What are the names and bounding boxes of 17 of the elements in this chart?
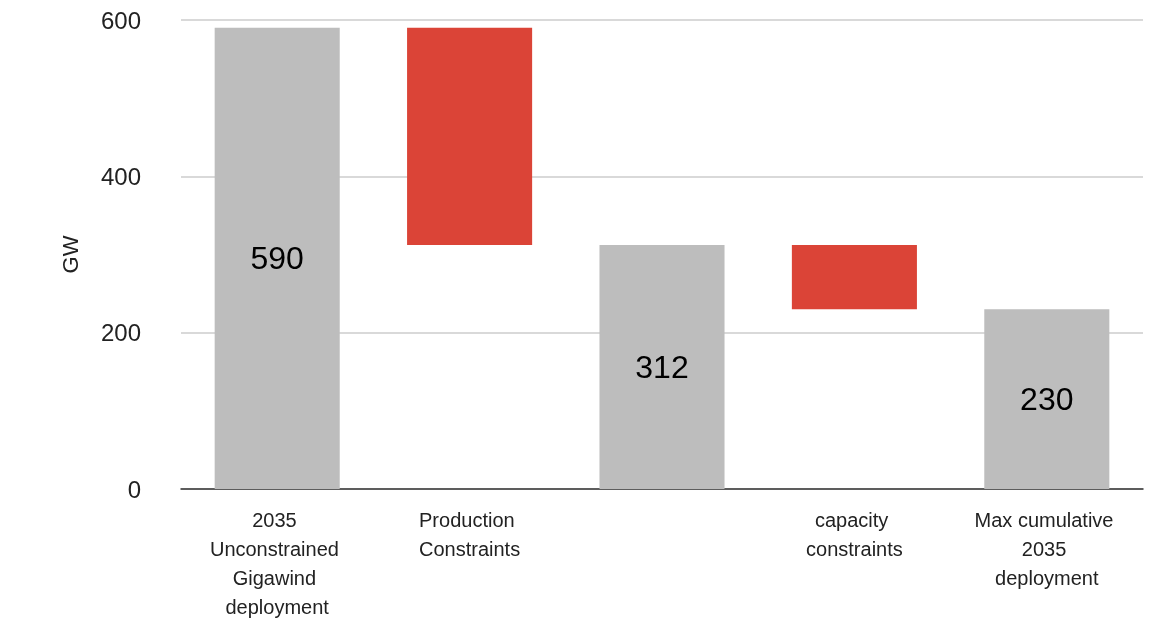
x-tick-label: capacity constraints xyxy=(806,508,903,560)
x-tick-label: Max cumulative 2035 deployment xyxy=(974,508,1120,589)
bar xyxy=(214,27,340,489)
data-label: 312 xyxy=(635,349,689,386)
bar xyxy=(791,245,917,310)
y-tick-label: 400 xyxy=(100,162,141,190)
x-tick-label: Production Constraints xyxy=(419,508,521,560)
bar xyxy=(599,245,725,489)
data-label: 230 xyxy=(1020,381,1074,418)
y-tick-label: 600 xyxy=(100,6,141,34)
data-label: 590 xyxy=(250,240,304,277)
y-tick-label: 200 xyxy=(100,319,141,347)
bar xyxy=(407,27,533,246)
y-axis-title: GW xyxy=(57,235,83,274)
y-tick-label: 0 xyxy=(127,475,141,503)
bar xyxy=(984,309,1110,489)
x-tick-label: 2035 Unconstrained Gigawind deployment xyxy=(209,508,345,618)
